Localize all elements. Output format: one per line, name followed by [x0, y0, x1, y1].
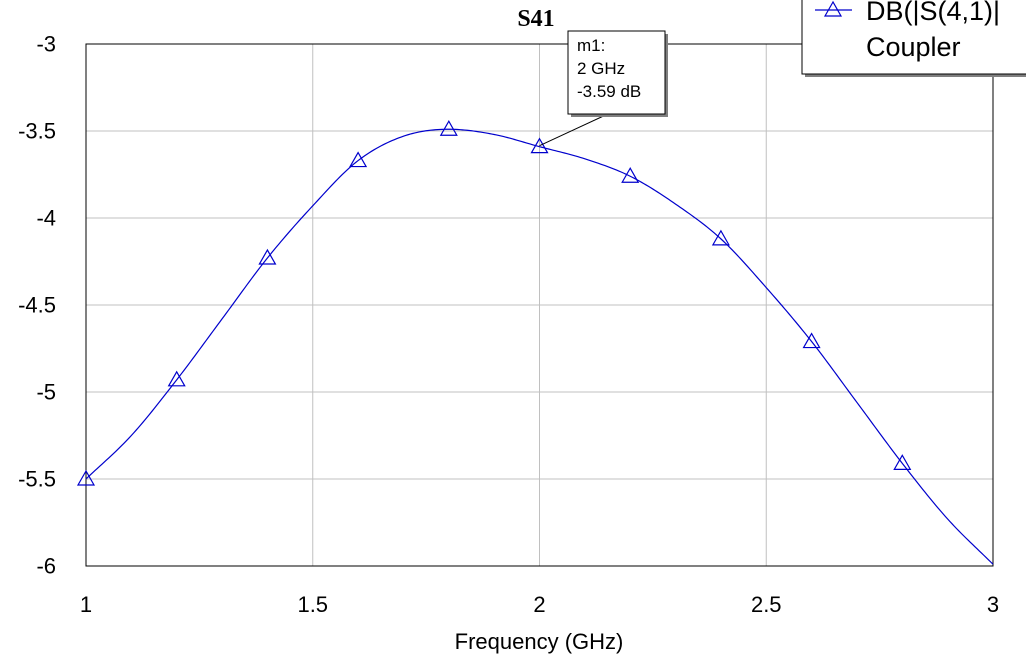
- legend[interactable]: DB(|S(4,1)| Coupler: [801, 0, 1026, 77]
- x-tick-label: 3: [987, 592, 999, 617]
- data-point-marker: [893, 454, 912, 470]
- series-line-s41: [85, 128, 994, 565]
- data-point-marker: [711, 229, 730, 246]
- tick-labels: 1 1.5 2 2.5 3 -3 -3.5 -4 -4.5 -5 -5.5 -6: [18, 32, 999, 618]
- data-point-marker: [802, 332, 821, 349]
- data-point-marker: [530, 137, 549, 154]
- marker-box: [567, 30, 666, 115]
- marker-label-line: 2 GHz: [577, 59, 625, 78]
- y-tick-label: -3.5: [18, 119, 56, 144]
- x-tick-label: 1: [80, 592, 92, 617]
- plot-area-frame: [85, 43, 994, 567]
- marker-leader-line: [539, 112, 611, 147]
- data-point-marker: [76, 469, 96, 486]
- data-point-marker: [167, 370, 186, 387]
- data-point-marker: [349, 151, 368, 168]
- marker-label-line: m1:: [577, 36, 605, 55]
- x-tick-label: 2.5: [751, 592, 782, 617]
- x-axis-title: Frequency (GHz): [455, 629, 624, 654]
- legend-entry-text: Coupler: [866, 32, 961, 62]
- x-tick-label: 1.5: [297, 592, 328, 617]
- y-tick-label: -5.5: [18, 467, 56, 492]
- series-layer: [76, 120, 994, 565]
- data-point-marker: [439, 120, 458, 136]
- y-tick-label: -6: [36, 554, 56, 579]
- chart-title: S41: [517, 6, 554, 32]
- data-point-marker: [621, 167, 640, 183]
- marker-m1[interactable]: m1: 2 GHz -3.59 dB: [539, 30, 669, 147]
- marker-label-line: -3.59 dB: [577, 82, 641, 101]
- x-tick-label: 2: [533, 592, 545, 617]
- y-tick-label: -5: [36, 380, 56, 405]
- y-tick-label: -4: [36, 206, 56, 231]
- legend-entry-text: DB(|S(4,1)|: [866, 0, 1000, 26]
- y-tick-label: -4.5: [18, 293, 56, 318]
- legend-marker-sample: [823, 0, 843, 17]
- data-point-marker: [258, 248, 277, 265]
- grid: [86, 44, 993, 566]
- y-tick-label: -3: [36, 32, 56, 57]
